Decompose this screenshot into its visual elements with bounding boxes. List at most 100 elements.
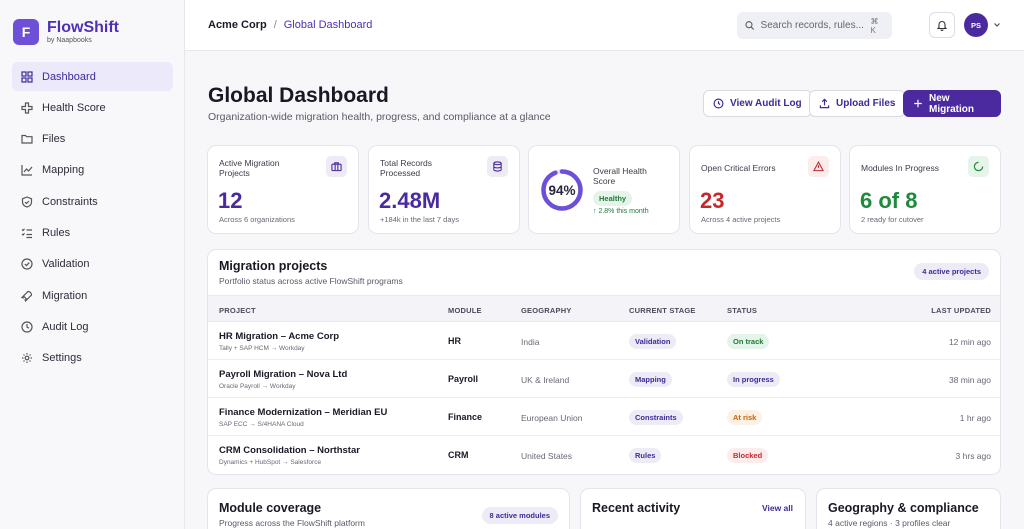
column-header-stage[interactable]: CURRENT STAGE [629,306,696,315]
table-row[interactable]: Payroll Migration – Nova Ltd Oracle Payr… [208,360,1000,398]
health-score-ring [541,169,583,211]
sidebar-item-files[interactable]: Files [12,125,173,154]
view-audit-log-button[interactable]: View Audit Log [703,90,812,117]
avatar[interactable]: PS [964,13,988,37]
project-path: SAP ECC → S/4HANA Cloud [219,421,304,428]
sidebar-item-constraints[interactable]: Constraints [12,187,173,216]
stage-badge: Rules [629,448,662,463]
sidebar-item-label: Dashboard [42,70,96,83]
sidebar-item-label: Audit Log [42,320,89,333]
plus-icon [914,99,922,108]
table-row[interactable]: Finance Modernization – Meridian EU SAP … [208,398,1000,436]
sidebar: F FlowShift by Naapbooks Dashboard Healt… [0,0,185,529]
project-path: Oracle Payroll → Workday [219,383,296,390]
column-header-updated[interactable]: LAST UPDATED [931,306,991,315]
clock-icon [21,321,33,333]
sidebar-item-mapping[interactable]: Mapping [12,156,173,185]
mapping-icon [21,165,33,176]
new-migration-label: New Migration [928,92,974,115]
health-trend: ↑ 2.8% this month [593,208,649,215]
stage-badge: Mapping [629,372,672,387]
search-box[interactable]: ⌘ K [737,12,892,39]
column-header-geography[interactable]: GEOGRAPHY [521,306,572,315]
status-badge: In progress [727,372,780,387]
project-module: Finance [448,412,483,422]
view-all-link[interactable]: View all [761,503,793,513]
brand-tagline: by Naapbooks [47,37,92,44]
kpi-label: Total Records Processed [380,158,432,178]
recent-activity-card: Recent activity View all [580,488,806,529]
geography-compliance-card: Geography & compliance 4 active regions … [816,488,1001,529]
gear-icon [22,353,32,364]
upload-icon [819,98,830,109]
section-title: Module coverage [219,501,322,515]
project-name[interactable]: CRM Consolidation – Northstar [219,445,360,456]
notifications-button[interactable] [929,12,955,38]
brand[interactable]: F FlowShift by Naapbooks [13,19,119,45]
section-title: Recent activity [592,501,681,515]
health-icon [21,102,33,114]
table-row[interactable]: HR Migration – Acme Corp Tally + SAP HCM… [208,322,1000,360]
sidebar-item-rules[interactable]: Rules [12,218,173,247]
table-header: PROJECT MODULE GEOGRAPHY CURRENT STAGE S… [208,295,1000,322]
database-icon [487,156,508,177]
section-title: Migration projects [219,259,328,273]
project-path: Dynamics + HubSpot → Salesforce [219,459,322,466]
folder-icon [21,134,33,144]
sidebar-item-audit-log[interactable]: Audit Log [12,312,173,341]
sidebar-item-migration[interactable]: Migration [12,281,173,310]
kpi-subtext: 2 ready for cutover [861,215,924,224]
health-score-value: 94% [548,182,576,198]
sidebar-item-label: Mapping [42,164,85,177]
sidebar-item-dashboard[interactable]: Dashboard [12,62,173,91]
project-geography: India [521,337,540,347]
kpi-total-records: Total Records Processed 2.48M +184k in t… [368,145,520,234]
column-header-module[interactable]: MODULE [448,306,482,315]
project-name[interactable]: Payroll Migration – Nova Ltd [219,369,348,380]
column-header-project[interactable]: PROJECT [219,306,256,315]
shield-icon [21,196,33,208]
page-title: Global Dashboard [208,84,389,107]
project-geography: United States [521,451,573,461]
active-projects-badge: 4 active projects [914,263,989,280]
upload-files-button[interactable]: Upload Files [809,90,906,117]
breadcrumb-current: Global Dashboard [283,19,373,31]
topbar: Acme Corp / Global Dashboard ⌘ K PS [185,0,1024,51]
stage-badge: Validation [629,334,677,349]
project-module: HR [448,336,461,346]
kpi-value: 12 [218,188,243,213]
project-module: CRM [448,450,469,460]
kpi-subtext: Across 4 active projects [701,215,781,224]
migration-projects-card: Migration projects Portfolio status acro… [207,249,1001,475]
briefcase-icon [326,156,347,177]
project-module: Payroll [448,374,479,384]
project-name[interactable]: Finance Modernization – Meridian EU [219,407,388,418]
sidebar-item-label: Settings [42,352,82,365]
new-migration-button[interactable]: New Migration [903,90,1001,117]
stage-badge: Constraints [629,410,683,425]
upload-files-label: Upload Files [836,98,896,109]
breadcrumb-org[interactable]: Acme Corp [208,19,267,31]
table-row[interactable]: CRM Consolidation – Northstar Dynamics +… [208,436,1000,474]
kpi-active-projects: Active Migration Projects 12 Across 6 or… [207,145,359,234]
sidebar-item-label: Validation [42,258,90,271]
kpi-health-score: 94% Overall Health Score Healthy ↑ 2.8% … [528,145,680,234]
last-updated: 1 hr ago [959,413,991,423]
section-subtitle: 4 active regions · 3 profiles clear [828,518,951,528]
section-title: Geography & compliance [828,501,979,515]
kpi-subtext: +184k in the last 7 days [380,215,460,224]
breadcrumb-separator: / [273,19,277,31]
sidebar-item-health-score[interactable]: Health Score [12,93,173,122]
search-input[interactable] [760,20,871,31]
search-icon [745,21,755,30]
kpi-value: 23 [700,188,725,213]
project-name[interactable]: HR Migration – Acme Corp [219,331,339,342]
status-badge: On track [727,334,770,349]
chevron-down-icon[interactable] [993,22,1001,28]
column-header-status[interactable]: STATUS [727,306,758,315]
sidebar-item-settings[interactable]: Settings [12,344,173,373]
kpi-subtext: Across 6 organizations [219,215,295,224]
last-updated: 38 min ago [948,375,991,385]
view-audit-log-label: View Audit Log [730,98,802,109]
sidebar-item-validation[interactable]: Validation [12,250,173,279]
